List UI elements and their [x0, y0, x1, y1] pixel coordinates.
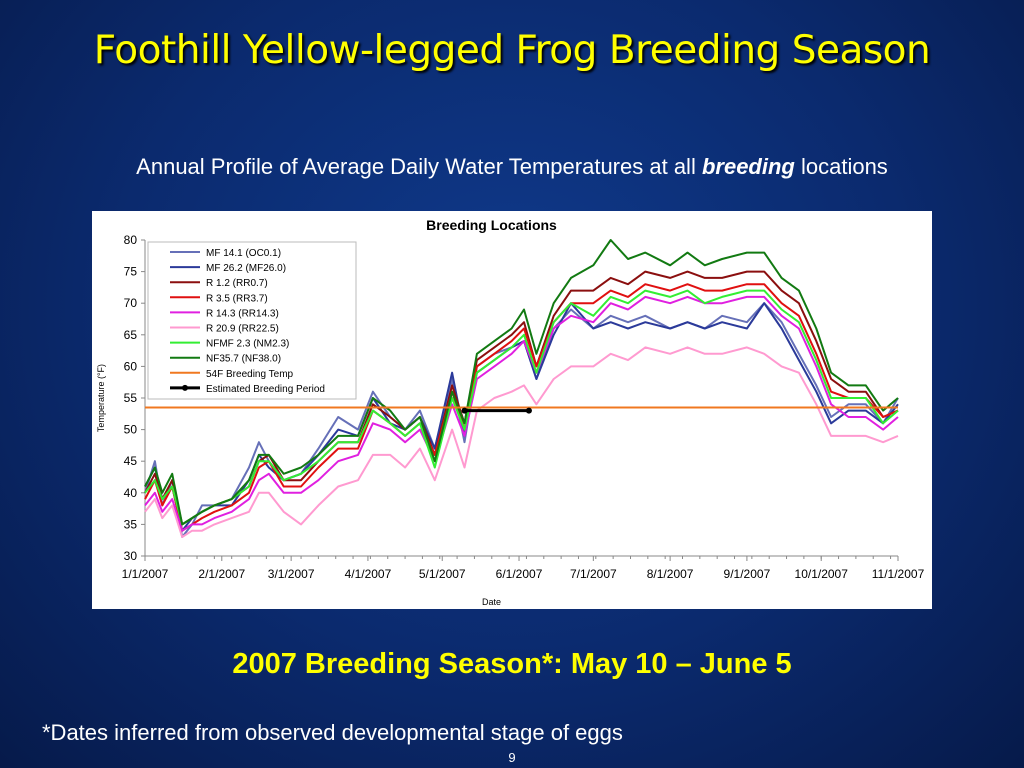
y-tick-label: 45 — [124, 454, 138, 468]
footnote: *Dates inferred from observed developmen… — [42, 720, 623, 745]
y-tick-label: 70 — [124, 296, 138, 310]
y-tick-label: 65 — [124, 328, 138, 342]
y-tick-label: 75 — [124, 265, 138, 279]
x-tick-label: 3/1/2007 — [268, 567, 315, 581]
x-tick-label: 7/1/2007 — [570, 567, 617, 581]
y-tick-label: 30 — [124, 549, 138, 563]
x-axis-label: Date — [482, 597, 501, 607]
x-tick-label: 11/1/2007 — [872, 567, 925, 581]
x-tick-label: 4/1/2007 — [345, 567, 392, 581]
subtitle-emphasis: breeding — [701, 154, 795, 179]
y-tick-label: 35 — [124, 517, 138, 531]
legend-label: R 14.3 (RR14.3) — [206, 308, 279, 319]
chart-title: Breeding Locations — [426, 217, 557, 233]
x-tick-label: 10/1/2007 — [795, 567, 849, 581]
legend-label: NFMF 2.3 (NM2.3) — [206, 339, 289, 350]
slide-title: Foothill Yellow-legged Frog Breeding Sea… — [93, 28, 931, 73]
breeding-period-point — [461, 407, 468, 414]
y-tick-label: 80 — [124, 233, 138, 247]
y-tick-label: 50 — [124, 423, 138, 437]
x-tick-label: 2/1/2007 — [198, 567, 245, 581]
legend-swatch-marker — [182, 384, 188, 391]
legend-label: MF 26.2 (MF26.0) — [206, 263, 286, 274]
y-tick-label: 60 — [124, 359, 138, 373]
legend-label: Estimated Breeding Period — [206, 384, 325, 395]
x-tick-label: 1/1/2007 — [122, 567, 169, 581]
legend-label: MF 14.1 (OC0.1) — [206, 248, 281, 259]
subtitle-text: Annual Profile of Average Daily Water Te… — [136, 154, 702, 179]
chart-subtitle: Annual Profile of Average Daily Water Te… — [0, 154, 1024, 180]
series-line-3 — [144, 283, 899, 532]
legend-label: R 3.5 (RR3.7) — [206, 293, 268, 304]
legend-label: 54F Breeding Temp — [206, 369, 294, 380]
series-line-4 — [144, 295, 899, 532]
chart-panel: Breeding Locations 30 35 40 45 50 55 60 65 70 75 80… — [92, 211, 932, 609]
subtitle-suffix: locations — [794, 154, 888, 179]
x-tick-label: 6/1/2007 — [496, 567, 543, 581]
y-tick-label: 40 — [124, 486, 138, 500]
y-axis-label: Temperature (°F) — [96, 364, 106, 432]
page-number: 9 — [508, 750, 516, 765]
breeding-period-point — [525, 407, 532, 414]
breeding-season-text: 2007 Breeding Season*: May 10 – June 5 — [232, 648, 792, 680]
legend-label: NF35.7 (NF38.0) — [206, 354, 281, 365]
temperature-chart: Breeding Locations 30 35 40 45 50 55 60 65 70 75 80… — [96, 217, 925, 607]
y-tick-label: 55 — [124, 391, 138, 405]
x-tick-label: 9/1/2007 — [724, 567, 771, 581]
legend-label: R 20.9 (RR22.5) — [206, 324, 279, 335]
legend-label: R 1.2 (RR0.7) — [206, 278, 268, 289]
series-line-7 — [144, 239, 899, 526]
x-tick-label: 5/1/2007 — [419, 567, 466, 581]
x-tick-label: 8/1/2007 — [647, 567, 694, 581]
